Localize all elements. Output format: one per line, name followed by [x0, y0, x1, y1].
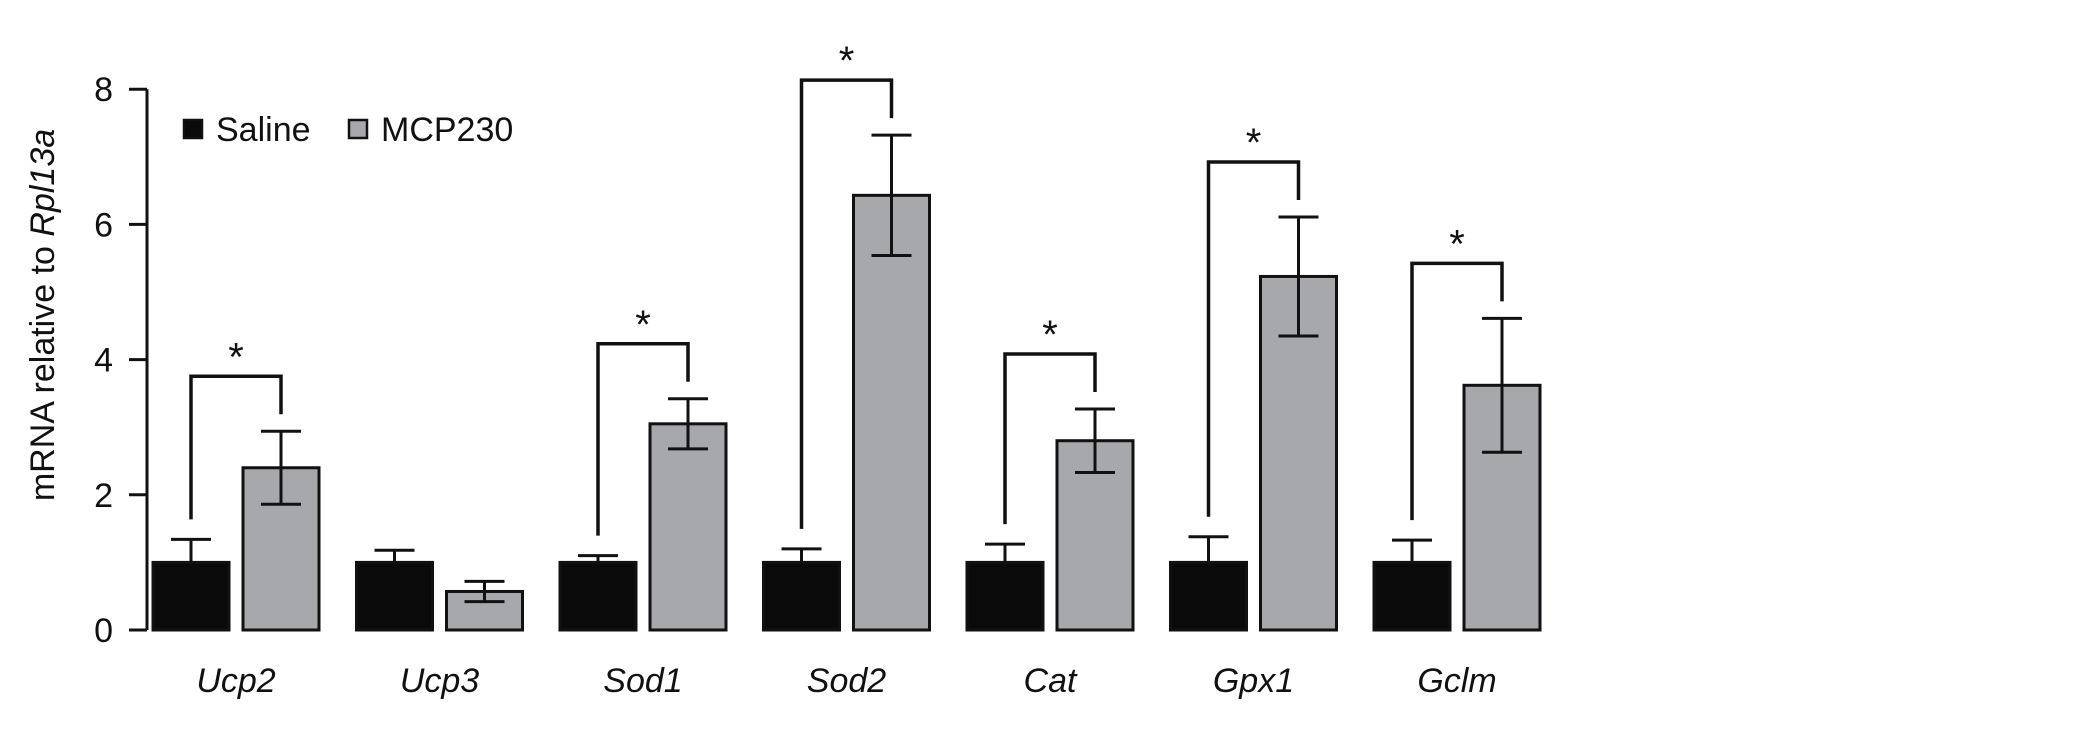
- bar-saline-gclm: [1372, 560, 1452, 632]
- error-bar-mcp230-ucp3: [464, 579, 505, 604]
- significance-bracket-ucp2: *: [189, 335, 283, 520]
- x-axis-category-labels: Ucp2 Ucp3 Sod1 Sod2 Cat Gpx1 Gclm: [196, 662, 1496, 700]
- legend-item-mcp230: MCP230: [347, 111, 513, 149]
- error-bar-mcp230-gpx1: [1278, 215, 1319, 338]
- bracket-line: [1206, 160, 1301, 517]
- y-tick-label: 0: [94, 612, 113, 650]
- legend-swatch: [347, 118, 369, 140]
- error-bars: [171, 133, 1522, 604]
- error-bar-mcp230-gclm: [1482, 316, 1522, 454]
- error-bar-saline-sod1: [578, 554, 618, 563]
- y-axis-label-italic: Rpl13a: [24, 129, 62, 237]
- significance-bracket-sod2: *: [799, 39, 894, 529]
- significance-star: *: [228, 335, 244, 379]
- error-bar-mcp230-cat: [1075, 407, 1115, 474]
- significance-brackets: * * * * * *: [189, 39, 1504, 536]
- error-bar-saline-sod2: [781, 547, 822, 563]
- error-bar-saline-ucp2: [171, 537, 211, 563]
- x-category-label: Ucp2: [196, 662, 275, 700]
- x-category-label: Cat: [1024, 662, 1078, 700]
- x-category-label: Gclm: [1417, 662, 1496, 700]
- bar-saline-ucp2: [151, 560, 231, 632]
- error-bar-mcp230-sod2: [871, 133, 912, 257]
- x-category-label: Ucp3: [400, 662, 479, 700]
- legend-swatch: [182, 118, 204, 140]
- legend-item-saline: Saline: [182, 111, 311, 149]
- error-bar-mcp230-ucp2: [261, 429, 301, 506]
- y-axis: 0 2 4 6 8: [94, 71, 149, 650]
- error-bar-saline-gclm: [1392, 538, 1432, 563]
- error-bar-saline-ucp3: [374, 548, 415, 563]
- significance-star: *: [839, 39, 855, 83]
- error-bar-saline-cat: [985, 542, 1025, 563]
- significance-star: *: [635, 303, 651, 347]
- bar-mcp230-sod2: [852, 193, 931, 632]
- bar-saline-gpx1: [1169, 560, 1248, 632]
- bar-saline-cat: [965, 560, 1045, 632]
- legend-label: Saline: [216, 111, 311, 149]
- bar-saline-sod2: [762, 560, 841, 632]
- bracket-line: [1410, 261, 1504, 521]
- significance-bracket-gclm: *: [1410, 222, 1504, 521]
- bars: [151, 193, 1542, 632]
- bar-saline-sod1: [558, 560, 638, 632]
- bar-mcp230-cat: [1055, 439, 1135, 632]
- x-category-label: Gpx1: [1213, 662, 1294, 700]
- significance-star: *: [1449, 222, 1465, 266]
- significance-star: *: [1246, 121, 1262, 165]
- y-axis-label: mRNA relative to Rpl13a: [24, 129, 62, 501]
- bracket-line: [799, 78, 894, 529]
- significance-bracket-sod1: *: [596, 303, 690, 536]
- legend: Saline MCP230: [182, 111, 513, 149]
- x-category-label: Sod2: [807, 662, 886, 700]
- bracket-line: [1003, 352, 1097, 525]
- y-tick-label: 6: [94, 206, 113, 244]
- significance-bracket-gpx1: *: [1206, 121, 1301, 517]
- y-tick-label: 2: [94, 477, 113, 515]
- y-axis-label-text: mRNA relative to Rpl13a: [24, 129, 62, 501]
- legend-label: MCP230: [381, 111, 513, 149]
- error-bar-mcp230-sod1: [668, 397, 708, 451]
- y-tick-label: 4: [94, 342, 113, 380]
- y-axis-label-plain: mRNA relative to: [24, 237, 62, 502]
- significance-bracket-cat: *: [1003, 313, 1097, 525]
- bracket-line: [189, 374, 283, 520]
- x-category-label: Sod1: [603, 662, 682, 700]
- bar-mcp230-sod1: [648, 422, 728, 632]
- significance-star: *: [1042, 313, 1058, 357]
- y-tick-label: 8: [94, 71, 113, 109]
- bracket-line: [596, 342, 690, 536]
- bar-saline-ucp3: [355, 560, 434, 632]
- error-bar-saline-gpx1: [1188, 535, 1229, 563]
